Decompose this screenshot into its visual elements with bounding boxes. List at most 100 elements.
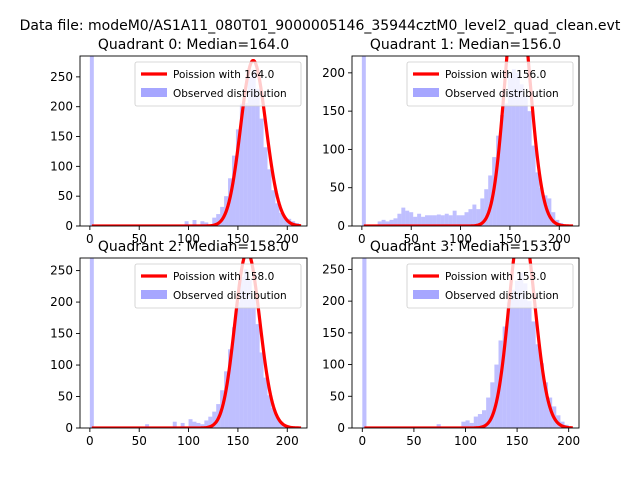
observed-bar	[511, 69, 516, 226]
observed-bar	[496, 135, 501, 226]
subplot-quadrant-1: 0 50 100 150 200 0 50 100 150 200 Quadrant 1: Medi…	[322, 37, 580, 246]
legend-observed-label: Observed distribution	[445, 290, 559, 302]
x-tick-label: 0	[358, 434, 366, 448]
legend: Poission with 153.0 Observed distribution	[406, 263, 574, 309]
axes-frame	[79, 257, 308, 429]
observed-bar	[535, 172, 540, 226]
observed-bar-zero	[89, 258, 94, 428]
observed-bar	[251, 69, 256, 226]
observed-bar	[432, 215, 437, 226]
observed-bar	[247, 76, 252, 226]
observed-bar	[468, 209, 473, 226]
y-tick-label: 0	[65, 421, 73, 435]
observed-bar	[436, 424, 441, 428]
subplot-quadrant-2: 0 50 100 150 200 0 50 100 150 200 250 Quadrant 2: M…	[50, 239, 308, 448]
x-tick-label: 150	[498, 232, 521, 246]
legend-poisson-label: Poission with 164.0	[173, 69, 274, 81]
observed-bar	[523, 95, 528, 226]
observed-bar	[212, 411, 217, 428]
observed-bar	[401, 207, 406, 226]
observed-bar	[172, 421, 177, 428]
observed-bar	[519, 84, 524, 226]
subplot-title: Quadrant 2: Median=158.0	[98, 239, 289, 255]
observed-bar	[469, 422, 474, 428]
y-tick-label: 100	[322, 358, 345, 372]
observed-bar	[452, 210, 457, 226]
x-tick-label: 0	[86, 232, 94, 246]
observed-bar	[255, 88, 260, 226]
y-tick-label: 150	[322, 104, 345, 118]
y-tick-label: 100	[50, 358, 73, 372]
observed-bar	[503, 103, 508, 226]
observed-bar	[381, 219, 386, 226]
x-tick-label: 100	[177, 434, 200, 448]
observed-bar	[196, 422, 201, 428]
y-tick-label: 50	[330, 389, 345, 403]
legend-observed-swatch	[413, 290, 439, 299]
observed-bar	[417, 213, 422, 226]
x-tick-label: 0	[358, 232, 366, 246]
observed-bar	[460, 215, 465, 226]
observed-bar	[464, 212, 469, 226]
x-tick-label: 100	[454, 434, 477, 448]
observed-bar	[389, 219, 394, 226]
observed-bar	[204, 222, 209, 226]
legend-observed-swatch	[413, 88, 439, 97]
observed-bar	[275, 416, 280, 428]
observed-bar	[212, 217, 217, 226]
observed-bar	[231, 327, 236, 428]
observed-bar	[531, 145, 536, 226]
observed-bar	[440, 215, 445, 226]
observed-bar	[271, 190, 276, 226]
observed-bar	[259, 118, 264, 226]
y-tick-label: 150	[50, 130, 73, 144]
observed-bar	[543, 195, 548, 226]
x-tick-label: 200	[276, 232, 299, 246]
x-tick-label: 200	[276, 434, 299, 448]
observed-bar	[527, 301, 532, 428]
subplot-title: Quadrant 1: Median=156.0	[370, 37, 561, 53]
observed-bar	[472, 204, 477, 226]
observed-bar	[409, 212, 414, 226]
observed-bar	[184, 221, 189, 226]
observed-bar	[476, 209, 481, 226]
x-tick-label: 100	[177, 232, 200, 246]
plot-area	[361, 56, 574, 226]
legend-observed-swatch	[141, 290, 167, 299]
y-tick-label: 100	[50, 159, 73, 173]
observed-bar	[500, 114, 504, 226]
x-tick-label: 150	[226, 434, 249, 448]
observed-bar	[279, 212, 284, 226]
observed-bar	[477, 414, 483, 428]
y-tick-label: 0	[337, 421, 345, 435]
legend: Poission with 156.0 Observed distribution	[406, 61, 574, 107]
observed-bar	[519, 272, 524, 428]
y-tick-label: 50	[58, 189, 73, 203]
observed-bar	[263, 377, 268, 428]
axes-frame	[351, 55, 580, 227]
legend-poisson-label: Poission with 156.0	[445, 69, 546, 81]
observed-bar	[188, 419, 193, 428]
observed-bar	[506, 302, 511, 428]
observed-bar	[523, 283, 528, 428]
y-tick-label: 250	[322, 262, 345, 276]
observed-bar	[539, 187, 544, 226]
observed-bar	[531, 321, 536, 428]
observed-bar	[486, 397, 491, 428]
observed-bar	[145, 424, 150, 428]
observed-bar	[393, 218, 398, 226]
observed-bar	[397, 213, 402, 226]
observed-bar	[527, 111, 532, 226]
observed-bar	[444, 213, 449, 226]
observed-bar	[539, 363, 544, 428]
observed-bar	[275, 203, 280, 226]
y-tick-label: 0	[337, 219, 345, 233]
x-tick-label: 200	[548, 232, 571, 246]
plot-area	[89, 56, 302, 226]
poisson-curve	[91, 58, 302, 226]
observed-bar	[385, 221, 390, 226]
y-tick-label: 100	[322, 142, 345, 156]
observed-bar	[267, 169, 272, 226]
observed-bar	[231, 155, 236, 226]
